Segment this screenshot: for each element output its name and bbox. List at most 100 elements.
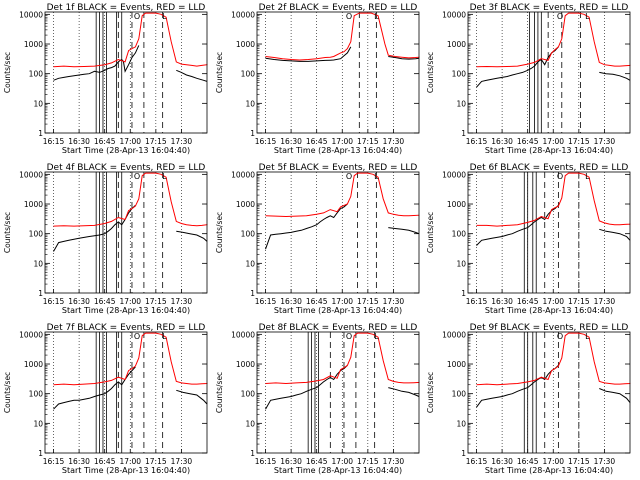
x-tick-label: 17:30 bbox=[594, 297, 616, 306]
y-tick-label: 10000 bbox=[442, 330, 466, 339]
x-tick-label: 16:15 bbox=[43, 297, 65, 306]
annotation-o: O bbox=[346, 172, 352, 181]
x-tick-label: 16:30 bbox=[68, 457, 90, 466]
y-axis-label: Counts/sec bbox=[3, 212, 12, 253]
x-tick-label: 16:30 bbox=[491, 297, 513, 306]
x-tick-label: 16:45 bbox=[306, 137, 328, 146]
x-tick-label: 16:30 bbox=[68, 297, 90, 306]
y-tick-label: 10000 bbox=[19, 330, 43, 339]
plot-frame bbox=[467, 11, 631, 134]
x-tick-label: 17:15 bbox=[568, 457, 590, 466]
x-tick-label: 16:30 bbox=[491, 137, 513, 146]
series-events bbox=[265, 203, 420, 250]
x-tick-label: 16:15 bbox=[255, 457, 277, 466]
y-tick-label: 1 bbox=[461, 129, 466, 138]
y-tick-label: 10 bbox=[245, 419, 255, 428]
y-axis-label: Counts/sec bbox=[215, 372, 224, 413]
x-tick-label: 17:15 bbox=[568, 297, 590, 306]
series-lld bbox=[265, 172, 420, 218]
y-tick-label: 1 bbox=[38, 449, 43, 458]
panel-title: Det 1f BLACK = Events, RED = LLD bbox=[47, 3, 206, 13]
y-tick-label: 10 bbox=[456, 259, 466, 268]
x-tick-label: 16:30 bbox=[280, 297, 302, 306]
panel-title: Det 9f BLACK = Events, RED = LLD bbox=[470, 323, 629, 333]
series-lld bbox=[265, 332, 420, 385]
x-tick-label: 16:45 bbox=[517, 457, 539, 466]
x-tick-label: 16:45 bbox=[306, 457, 328, 466]
x-axis-label: Start Time (28-Apr-13 16:04:40) bbox=[485, 146, 613, 155]
x-axis-label: Start Time (28-Apr-13 16:04:40) bbox=[274, 466, 402, 475]
y-tick-label: 100 bbox=[29, 70, 44, 79]
annotation-l: L bbox=[162, 12, 167, 21]
y-tick-label: 100 bbox=[29, 230, 44, 239]
y-tick-label: 1 bbox=[250, 129, 255, 138]
x-tick-label: 16:45 bbox=[517, 137, 539, 146]
annotation-o: O bbox=[557, 332, 563, 341]
y-tick-label: 100 bbox=[452, 70, 467, 79]
y-tick-label: 10 bbox=[33, 259, 43, 268]
panel-title: Det 6f BLACK = Events, RED = LLD bbox=[470, 163, 629, 173]
y-tick-label: 100 bbox=[452, 390, 467, 399]
x-tick-label: 17:30 bbox=[594, 457, 616, 466]
y-axis-label: Counts/sec bbox=[3, 372, 12, 413]
x-tick-label: 17:00 bbox=[542, 297, 564, 306]
y-tick-label: 1000 bbox=[236, 40, 255, 49]
annotation-l: L bbox=[162, 172, 167, 181]
x-tick-label: 17:00 bbox=[331, 137, 353, 146]
x-axis-label: Start Time (28-Apr-13 16:04:40) bbox=[62, 146, 190, 155]
annotation-l: L bbox=[585, 332, 590, 341]
series-events bbox=[53, 366, 208, 410]
x-tick-label: 16:30 bbox=[491, 457, 513, 466]
y-tick-label: 1 bbox=[250, 449, 255, 458]
y-tick-label: 10 bbox=[33, 99, 43, 108]
y-tick-label: 10000 bbox=[231, 170, 255, 179]
panel-title: Det 4f BLACK = Events, RED = LLD bbox=[47, 163, 206, 173]
y-axis-label: Counts/sec bbox=[215, 52, 224, 93]
panel-title: Det 5f BLACK = Events, RED = LLD bbox=[259, 163, 418, 173]
x-axis-label: Start Time (28-Apr-13 16:04:40) bbox=[485, 466, 613, 475]
annotation-o: O bbox=[557, 12, 563, 21]
y-tick-label: 100 bbox=[241, 230, 256, 239]
plot-frame bbox=[256, 331, 420, 454]
y-tick-label: 10000 bbox=[231, 10, 255, 19]
y-tick-label: 1000 bbox=[236, 360, 255, 369]
annotation-l: L bbox=[585, 12, 590, 21]
y-axis-label: Counts/sec bbox=[426, 52, 435, 93]
series-events bbox=[476, 46, 631, 88]
series-lld bbox=[53, 12, 208, 68]
y-tick-label: 1 bbox=[38, 129, 43, 138]
plot-frame bbox=[256, 11, 420, 134]
x-tick-label: 17:00 bbox=[119, 457, 141, 466]
x-tick-label: 17:30 bbox=[383, 137, 405, 146]
annotation-l: L bbox=[374, 332, 379, 341]
x-tick-label: 16:15 bbox=[255, 297, 277, 306]
series-events bbox=[53, 205, 208, 252]
y-axis-label: Counts/sec bbox=[215, 212, 224, 253]
y-tick-label: 10 bbox=[33, 419, 43, 428]
series-lld bbox=[476, 12, 631, 68]
y-axis-label: Counts/sec bbox=[426, 212, 435, 253]
x-axis-label: Start Time (28-Apr-13 16:04:40) bbox=[62, 466, 190, 475]
panel-title: Det 3f BLACK = Events, RED = LLD bbox=[470, 3, 629, 13]
x-tick-label: 16:15 bbox=[43, 137, 65, 146]
y-tick-label: 10000 bbox=[19, 170, 43, 179]
series-lld bbox=[265, 12, 420, 61]
panel-title: Det 7f BLACK = Events, RED = LLD bbox=[47, 323, 206, 333]
x-tick-label: 16:15 bbox=[466, 137, 488, 146]
y-tick-label: 1000 bbox=[447, 360, 466, 369]
plot-frame bbox=[256, 171, 420, 294]
y-tick-label: 1000 bbox=[447, 40, 466, 49]
x-tick-label: 17:15 bbox=[568, 137, 590, 146]
plot-frame bbox=[44, 171, 208, 294]
x-tick-label: 17:15 bbox=[145, 297, 167, 306]
y-tick-label: 1000 bbox=[236, 200, 255, 209]
x-tick-label: 16:15 bbox=[466, 297, 488, 306]
x-tick-label: 17:15 bbox=[357, 137, 379, 146]
y-tick-label: 1 bbox=[461, 289, 466, 298]
series-lld bbox=[476, 172, 631, 227]
y-tick-label: 1000 bbox=[24, 360, 43, 369]
